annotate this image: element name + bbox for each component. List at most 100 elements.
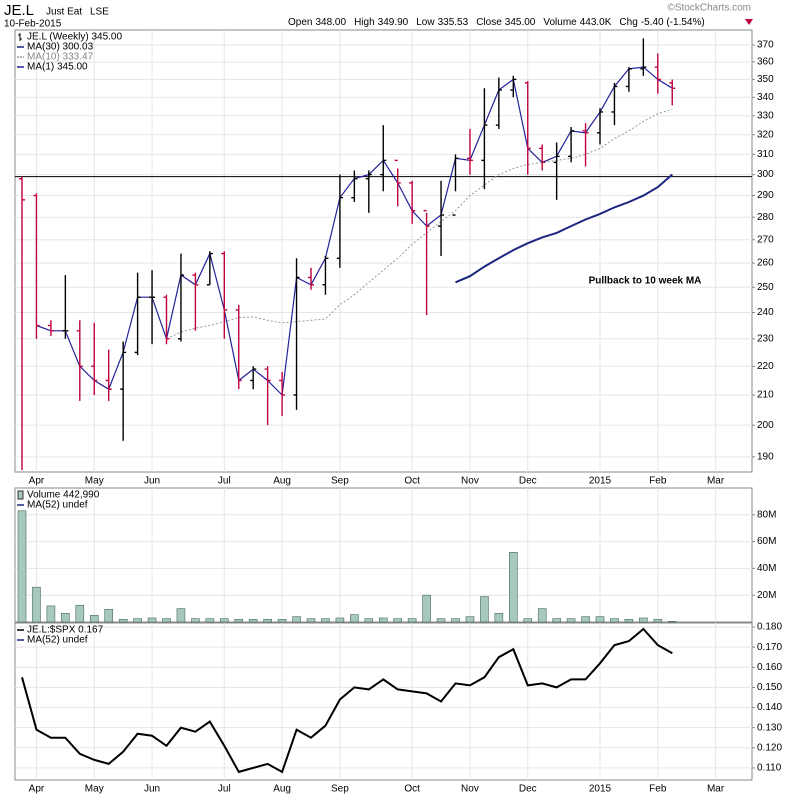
quote-value: 443.0K	[580, 17, 612, 28]
panel	[14, 29, 753, 473]
x-tick-label: Mar	[707, 476, 725, 487]
x-tick-label: 2015	[589, 476, 612, 487]
volume-bar	[133, 618, 142, 623]
volume-bar	[292, 616, 301, 623]
quote-value: 348.00	[315, 17, 346, 28]
y-tick-label: 320	[757, 129, 774, 140]
legend-label: Volume 442,990	[27, 490, 100, 501]
volume-bar	[335, 617, 345, 623]
legend-label: MA(52) undef	[27, 635, 88, 646]
panel	[14, 487, 753, 623]
volume-bar	[508, 552, 518, 623]
y-tick-label: 0.110	[757, 763, 782, 774]
volume-bar	[61, 612, 70, 623]
y-tick-label: 370	[757, 40, 774, 51]
y-tick-label: 330	[757, 110, 774, 121]
panel	[14, 622, 753, 781]
y-tick-label: 240	[757, 307, 774, 318]
quote-label: Open	[288, 17, 312, 28]
y-tick-label: 300	[757, 169, 774, 180]
x-tick-label: Oct	[404, 784, 420, 795]
volume-bar	[205, 618, 215, 623]
y-tick-label: 190	[757, 451, 774, 462]
company: Just Eat	[46, 7, 82, 18]
x-tick-label: 2015	[589, 784, 612, 795]
volume-bar	[537, 608, 547, 623]
ma-line	[166, 108, 673, 340]
volume-bar	[17, 510, 27, 623]
quote-value: 349.90	[378, 17, 409, 28]
legend-label: JE.L:$SPX 0.167	[27, 625, 104, 636]
volume-bar	[393, 618, 403, 623]
volume-bar	[263, 619, 272, 623]
quote-label: Low	[416, 17, 435, 28]
x-tick-label: Nov	[461, 476, 479, 487]
y-tick-label: 220	[757, 361, 774, 372]
y-tick-label: 0.150	[757, 682, 782, 693]
x-tick-label: Jun	[144, 784, 160, 795]
volume-bar	[422, 594, 431, 623]
volume-bar	[667, 621, 677, 623]
y-tick-label: 250	[757, 282, 774, 293]
volume-bar	[75, 604, 85, 623]
y-tick-label: 200	[757, 420, 774, 431]
x-tick-label: Aug	[273, 476, 291, 487]
x-tick-label: Sep	[331, 476, 349, 487]
legend-label: MA(52) undef	[27, 500, 88, 511]
x-tick-label: Jul	[218, 784, 231, 795]
symbol: JE.L	[4, 2, 34, 19]
quote-value: -5.40 (-1.54%)	[641, 17, 705, 28]
volume-bar	[494, 612, 504, 623]
x-tick-label: Jul	[218, 476, 231, 487]
ma-line	[455, 173, 673, 284]
y-tick-label: 40M	[757, 563, 776, 574]
source: ©StockCharts.com	[667, 3, 751, 14]
volume-bar	[104, 608, 113, 623]
volume-bar	[176, 608, 186, 623]
volume-bar	[581, 616, 590, 623]
volume-bar	[277, 619, 287, 623]
volume-bar	[162, 618, 171, 623]
y-tick-label: 0.170	[757, 642, 782, 653]
legend-icon	[17, 490, 24, 500]
y-tick-label: 340	[757, 92, 774, 103]
volume-bar	[639, 617, 648, 623]
volume-bar	[523, 618, 533, 623]
volume-bar	[89, 614, 99, 623]
volume-bar	[306, 618, 316, 623]
y-tick-label: 60M	[757, 536, 776, 547]
y-tick-label: 290	[757, 190, 774, 201]
quote: Open 348.00 High 349.90 Low 335.53 Close 345.00…	[288, 17, 705, 28]
volume-bar	[465, 616, 475, 623]
legend-label: MA(1) 345.00	[27, 62, 88, 73]
volume-bar	[610, 618, 619, 623]
x-tick-label: Dec	[519, 784, 537, 795]
x-tick-label: Dec	[519, 476, 537, 487]
volume-bar	[552, 618, 561, 623]
x-tick-label: May	[85, 784, 104, 795]
volume-bar	[234, 619, 244, 623]
volume-bar	[451, 618, 460, 623]
volume-bar	[248, 619, 258, 623]
volume-bar	[350, 614, 359, 623]
x-tick-label: Aug	[273, 784, 291, 795]
quote-value: 335.53	[438, 17, 469, 28]
x-tick-label: Feb	[649, 784, 667, 795]
legend-label: MA(10) 333.47	[27, 52, 94, 63]
y-tick-label: 210	[757, 390, 774, 401]
y-tick-label: 0.160	[757, 662, 782, 673]
ratio-line	[21, 627, 673, 774]
x-tick-label: Sep	[331, 784, 349, 795]
x-tick-label: Mar	[707, 784, 725, 795]
x-tick-label: Apr	[29, 784, 45, 795]
y-tick-label: 0.120	[757, 742, 782, 753]
volume-bar	[220, 618, 229, 623]
volume-bar	[595, 616, 605, 623]
quote-value: 345.00	[505, 17, 536, 28]
date: 10-Feb-2015	[4, 19, 62, 30]
y-tick-label: 0.140	[757, 702, 782, 713]
volume-bar	[566, 618, 576, 623]
volume-bar	[32, 586, 41, 623]
legend-label: MA(30) 300.03	[27, 42, 94, 53]
